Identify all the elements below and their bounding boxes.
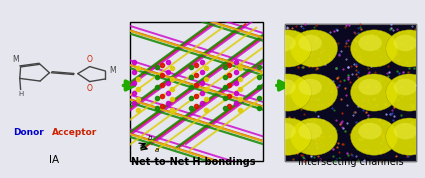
Ellipse shape	[351, 118, 397, 155]
Text: IA: IA	[48, 155, 59, 165]
Ellipse shape	[394, 123, 417, 139]
Ellipse shape	[351, 30, 397, 67]
Ellipse shape	[291, 118, 337, 155]
Ellipse shape	[272, 123, 296, 139]
Ellipse shape	[291, 74, 337, 111]
Text: Donor: Donor	[13, 128, 44, 137]
Ellipse shape	[386, 30, 425, 67]
Ellipse shape	[298, 123, 322, 139]
Ellipse shape	[272, 35, 296, 51]
Ellipse shape	[394, 35, 417, 51]
Text: O: O	[87, 55, 93, 64]
Ellipse shape	[358, 123, 382, 139]
Ellipse shape	[351, 74, 397, 111]
Bar	[130, 22, 264, 161]
Ellipse shape	[264, 118, 312, 155]
FancyBboxPatch shape	[285, 24, 416, 161]
Ellipse shape	[386, 74, 425, 111]
Ellipse shape	[264, 30, 312, 67]
Text: M: M	[12, 55, 19, 64]
Text: H: H	[18, 91, 24, 97]
Text: O: O	[87, 84, 93, 93]
Text: Net-to-Net H-bondings: Net-to-Net H-bondings	[131, 157, 256, 167]
Bar	[285, 24, 416, 161]
Ellipse shape	[272, 79, 296, 95]
Ellipse shape	[358, 35, 382, 51]
Ellipse shape	[394, 79, 417, 95]
Ellipse shape	[298, 79, 322, 95]
Text: a: a	[154, 147, 159, 153]
Text: M: M	[110, 66, 116, 75]
Text: b: b	[148, 135, 153, 141]
Ellipse shape	[264, 74, 312, 111]
Ellipse shape	[386, 118, 425, 155]
Text: Acceptor: Acceptor	[52, 128, 97, 137]
Text: Intersecting channels: Intersecting channels	[298, 157, 403, 167]
Ellipse shape	[358, 79, 382, 95]
Ellipse shape	[291, 30, 337, 67]
Ellipse shape	[298, 35, 322, 51]
